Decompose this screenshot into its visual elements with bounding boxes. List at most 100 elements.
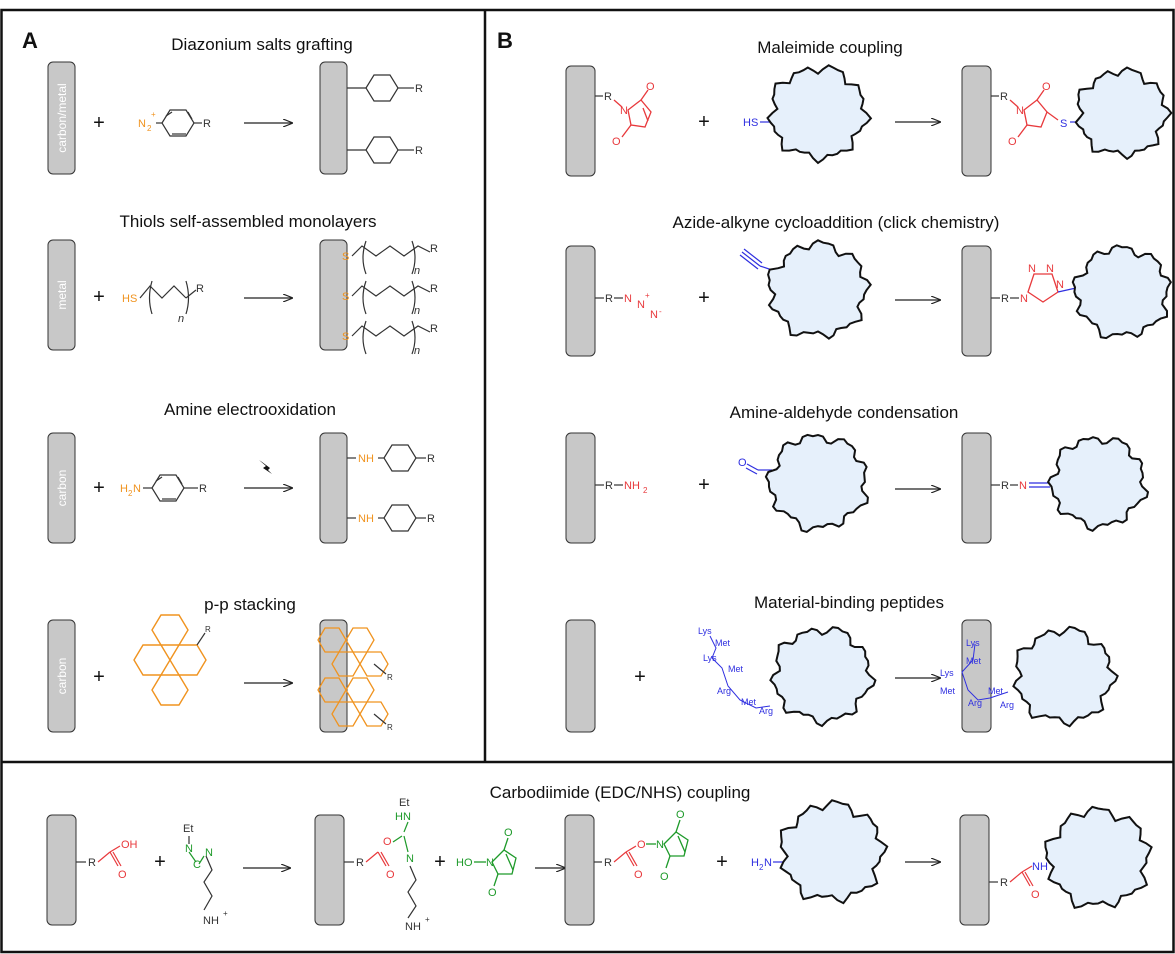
amine-h-label: H bbox=[751, 857, 759, 869]
peptide-residue: Met bbox=[988, 686, 1004, 696]
o-label: O bbox=[676, 809, 685, 821]
n-label: N bbox=[406, 853, 414, 865]
reaction-edc-nhs: Carbodiimide (EDC/NHS) coupling R OH O +… bbox=[46, 783, 1153, 933]
sulfur-label: S bbox=[342, 331, 349, 343]
r-group: R bbox=[1001, 293, 1009, 305]
peptide-residue: Met bbox=[741, 697, 757, 707]
nh2-subscript: 2 bbox=[643, 486, 648, 495]
substrate-electrode bbox=[47, 619, 76, 733]
o-label: O bbox=[1008, 136, 1017, 148]
svg-text:+: + bbox=[645, 291, 650, 300]
o-label: O bbox=[1031, 889, 1040, 901]
r-group: R bbox=[604, 91, 612, 103]
substrate-electrode bbox=[565, 619, 596, 733]
n-label: N bbox=[1016, 105, 1024, 117]
c-label: C bbox=[193, 859, 201, 871]
diazonium-title: Diazonium salts grafting bbox=[171, 35, 352, 54]
reaction-pi-stacking: p-p stacking carbon + R R R bbox=[47, 595, 393, 733]
peptide-residue: Arg bbox=[759, 706, 773, 716]
n-label: N bbox=[205, 847, 213, 859]
plus-sign: + bbox=[93, 477, 105, 499]
repeat-n: n bbox=[414, 265, 420, 277]
panel-frames bbox=[0, 8, 1175, 954]
nanoparticle bbox=[764, 433, 869, 533]
substrate-electrode bbox=[565, 245, 596, 357]
reaction-thiols: Thiols self-assembled monolayers metal +… bbox=[47, 212, 438, 357]
r-group: R bbox=[430, 243, 438, 255]
o-label: O bbox=[646, 81, 655, 93]
reaction-diazonium: Diazonium salts grafting carbon/metal + … bbox=[47, 35, 423, 175]
substrate-electrode bbox=[565, 65, 596, 177]
charge-plus: + bbox=[425, 915, 430, 924]
product-electrode bbox=[319, 432, 348, 544]
o-label: O bbox=[488, 887, 497, 899]
nanoparticle bbox=[779, 799, 889, 905]
n-label: N bbox=[1056, 279, 1064, 291]
substrate-electrode bbox=[46, 814, 77, 926]
diazonium-n-label: N bbox=[138, 118, 146, 130]
peptide-residue: Met bbox=[940, 686, 956, 696]
peptide-residue: Lys bbox=[703, 653, 717, 663]
nanoparticle bbox=[1044, 805, 1153, 909]
thiol-label: HS bbox=[743, 117, 758, 129]
o-label: O bbox=[660, 871, 669, 883]
plus-sign: + bbox=[698, 474, 710, 496]
n-label: N bbox=[1019, 480, 1027, 492]
amine-n-label: N bbox=[133, 483, 141, 495]
product-electrode bbox=[961, 245, 992, 357]
amine-h-label: H bbox=[120, 483, 128, 495]
n-label: N bbox=[650, 309, 658, 321]
maleimide-ring bbox=[613, 89, 652, 138]
nh-label: NH bbox=[358, 513, 374, 525]
diazonium-charge: + bbox=[151, 110, 156, 119]
r-group: R bbox=[1001, 480, 1009, 492]
stacked-pyrenes bbox=[317, 627, 389, 727]
nanoparticle bbox=[769, 626, 877, 728]
substrate-label: carbon bbox=[55, 658, 69, 695]
r-group: R bbox=[427, 513, 435, 525]
aldehyde-title: Amine-aldehyde condensation bbox=[730, 403, 959, 422]
nh-label: NH bbox=[1032, 861, 1048, 873]
sulfur-label: S bbox=[342, 291, 349, 303]
r-group: R bbox=[415, 145, 423, 157]
nh-label: NH bbox=[405, 921, 421, 933]
r-group: R bbox=[205, 625, 211, 634]
pyrene-substituent-bond bbox=[373, 663, 387, 675]
nh-label: NH bbox=[358, 453, 374, 465]
plus-sign: + bbox=[634, 666, 646, 688]
reaction-maleimide: Maleimide coupling R N O O + HS R bbox=[565, 38, 1173, 177]
peptide-residue: Arg bbox=[717, 686, 731, 696]
product-electrode bbox=[319, 239, 348, 351]
plus-sign: + bbox=[154, 851, 166, 873]
plus-sign: + bbox=[716, 851, 728, 873]
r-group: R bbox=[427, 453, 435, 465]
maleimide-title: Maleimide coupling bbox=[757, 38, 903, 57]
r-group: R bbox=[387, 673, 393, 682]
panel-label-b: B bbox=[497, 28, 513, 53]
azide-group: N N + N - bbox=[614, 291, 662, 321]
substrate-electrode bbox=[47, 239, 76, 351]
plus-sign: + bbox=[93, 112, 105, 134]
n-label: N bbox=[1028, 263, 1036, 275]
stacking-title: p-p stacking bbox=[204, 595, 296, 614]
amine-title: Amine electrooxidation bbox=[164, 400, 336, 419]
repeat-n: n bbox=[178, 313, 184, 325]
o-label: O bbox=[386, 869, 395, 881]
r-group: R bbox=[387, 723, 393, 732]
nhs-ester-ring bbox=[646, 819, 689, 869]
r-group: R bbox=[88, 857, 96, 869]
repeat-n: n bbox=[414, 345, 420, 357]
panel-label-a: A bbox=[22, 28, 38, 53]
r-group: R bbox=[199, 483, 207, 495]
o-label: O bbox=[637, 839, 646, 851]
peptide-residue: Lys bbox=[940, 668, 954, 678]
triazole-ring bbox=[1027, 273, 1059, 303]
pyrene-substituent-bond bbox=[196, 632, 206, 646]
o-label: O bbox=[383, 836, 392, 848]
svg-text:-: - bbox=[659, 307, 662, 316]
o-label: O bbox=[118, 869, 127, 881]
plus-sign: + bbox=[698, 287, 710, 309]
plus-sign: + bbox=[93, 666, 105, 688]
nh-label: NH bbox=[203, 915, 219, 927]
amine-subscript: 2 bbox=[128, 489, 133, 498]
